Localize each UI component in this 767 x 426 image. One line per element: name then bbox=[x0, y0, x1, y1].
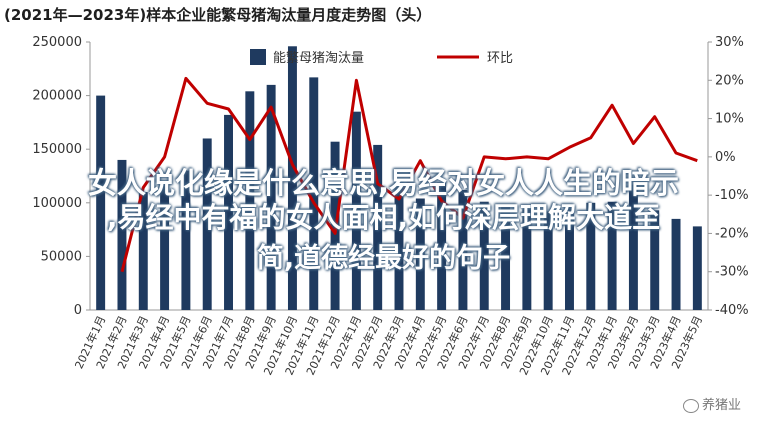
right-tick-label: 20% bbox=[715, 73, 744, 88]
bar bbox=[245, 91, 255, 310]
left-tick-label: 150000 bbox=[32, 142, 82, 157]
bar bbox=[437, 182, 447, 310]
overlay-text-line-2: ,易经中有福的女人面相,如何深层理解大道至 bbox=[106, 201, 661, 234]
right-tick-label: -40% bbox=[715, 303, 749, 318]
bar bbox=[117, 159, 127, 310]
bar bbox=[138, 192, 148, 310]
bar bbox=[671, 218, 681, 310]
bar bbox=[351, 111, 361, 311]
wechat-icon bbox=[682, 398, 699, 413]
left-tick-label: 250000 bbox=[32, 35, 82, 50]
bar bbox=[692, 226, 702, 310]
overlay-text-line-3: 简,道德经最好的句子 bbox=[256, 243, 511, 274]
line-series-huanbi bbox=[120, 76, 698, 273]
bar bbox=[96, 95, 106, 310]
bar bbox=[628, 184, 638, 310]
left-tick-label: 100000 bbox=[32, 196, 82, 211]
bar bbox=[586, 202, 596, 310]
bar bbox=[607, 201, 617, 310]
right-tick-label: -10% bbox=[715, 188, 749, 203]
watermark-text: 养猪业 bbox=[701, 398, 741, 413]
bar bbox=[160, 183, 170, 310]
bar bbox=[202, 138, 212, 310]
bar bbox=[479, 201, 489, 310]
legend-swatch-bars bbox=[250, 49, 266, 65]
right-tick-label: 30% bbox=[715, 35, 744, 50]
bar bbox=[565, 207, 574, 310]
bar bbox=[309, 77, 319, 310]
right-tick-label: 0% bbox=[715, 150, 736, 165]
bar bbox=[181, 170, 191, 310]
bar bbox=[650, 210, 660, 310]
bar bbox=[543, 211, 553, 310]
chart-title: (2021年—2023年)样本企业能繁母猪淘汰量月度走势图（头） bbox=[4, 6, 432, 24]
legend-label-line: 环比 bbox=[487, 51, 513, 66]
bar bbox=[501, 204, 511, 310]
bar bbox=[224, 114, 233, 311]
watermark: 养猪业 bbox=[682, 394, 741, 413]
bar bbox=[287, 46, 297, 311]
bar bbox=[522, 209, 532, 310]
overlay-text-line-1: 女人说化缘是什么意思,易经对女人人生的暗示 bbox=[87, 166, 680, 200]
left-tick-label: 50000 bbox=[41, 249, 82, 264]
bar bbox=[458, 189, 468, 310]
legend-label-bars: 能繁母猪淘汰量 bbox=[273, 50, 364, 66]
right-tick-label: -20% bbox=[715, 226, 749, 241]
left-tick-label: 0 bbox=[74, 303, 82, 318]
bar bbox=[266, 84, 276, 310]
bar bbox=[415, 198, 425, 310]
right-tick-label: 10% bbox=[715, 112, 744, 127]
right-tick-label: -30% bbox=[715, 265, 749, 280]
left-tick-label: 200000 bbox=[32, 89, 82, 104]
bar bbox=[373, 144, 383, 310]
bar bbox=[394, 181, 404, 310]
